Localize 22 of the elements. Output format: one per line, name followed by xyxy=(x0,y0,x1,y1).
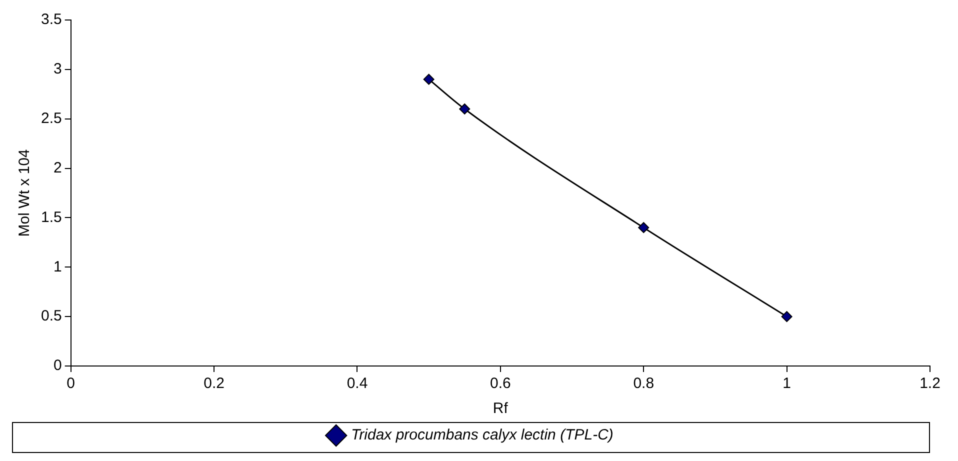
x-tick-label: 0.2 xyxy=(204,375,224,392)
legend-label: Tridax procumbans calyx lectin (TPL-C) xyxy=(351,426,614,444)
x-tick-label: 1.2 xyxy=(920,375,940,392)
x-tick-label: 0.4 xyxy=(346,375,368,392)
y-tick-label: 1 xyxy=(54,258,62,276)
point xyxy=(638,222,650,234)
x-tick-label: 1 xyxy=(782,375,791,392)
y-tick-label: 2.5 xyxy=(40,110,62,127)
y-tick-label: 1.5 xyxy=(40,208,62,226)
y-tick-label: 2 xyxy=(54,159,62,176)
x-tick-label: 0.8 xyxy=(633,375,654,392)
y-tick-label: 3 xyxy=(54,60,62,78)
point xyxy=(459,103,470,114)
y-tick-label: 0.5 xyxy=(40,308,62,325)
y-tick-label: 3.5 xyxy=(40,11,62,28)
x-tick-label: 0.6 xyxy=(490,375,511,392)
x-tick-label: 0 xyxy=(66,375,76,392)
x-axis-title: Rf xyxy=(492,400,509,418)
y-tick-label: 0 xyxy=(54,357,62,374)
point xyxy=(423,74,434,85)
point xyxy=(781,311,792,322)
y-axis-title: Mol Wt x 104 xyxy=(16,149,34,237)
